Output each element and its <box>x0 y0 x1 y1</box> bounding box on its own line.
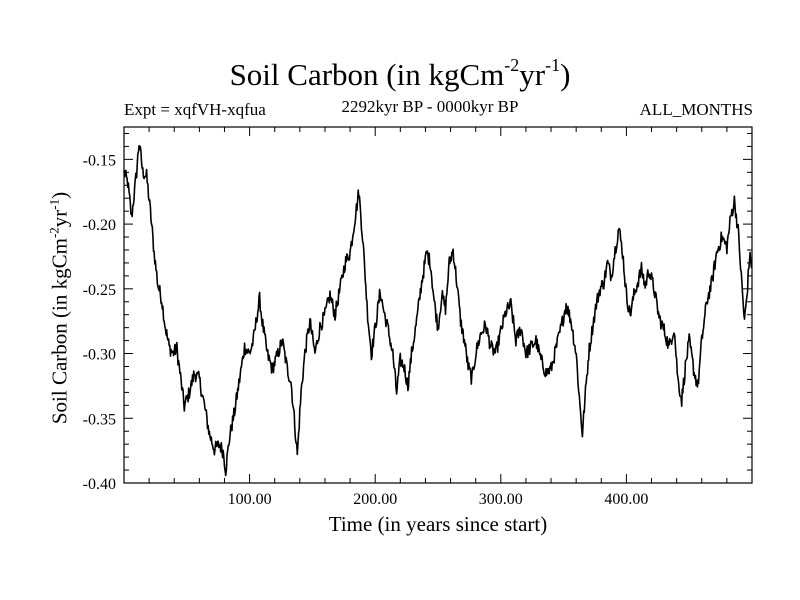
x-tick-label: 300.00 <box>479 491 523 508</box>
axis-tick-labels: 100.00 200.00 300.00 400.00 -0.40 -0.35 -0.30 -… <box>83 152 649 508</box>
x-tick-label: 100.00 <box>228 491 272 508</box>
y-tick-label: -0.15 <box>83 152 116 169</box>
series-line-soil-carbon <box>123 144 753 477</box>
x-tick-label: 200.00 <box>353 491 397 508</box>
y-tick-label: -0.20 <box>83 217 116 234</box>
x-tick-label: 400.00 <box>604 491 648 508</box>
chart-title: Soil Carbon (in kgCm-2yr-1) <box>229 55 571 92</box>
x-axis-label: Time (in years since start) <box>328 512 548 536</box>
axis-ticks <box>124 127 752 484</box>
period-label: 2292kyr BP - 0000kyr BP <box>341 97 519 116</box>
y-tick-label: -0.25 <box>83 282 116 299</box>
experiment-label: Expt = xqfVH-xqfua <box>124 100 266 119</box>
plot-area-frame <box>123 126 753 484</box>
y-axis-label: Soil Carbon (in kgCm-2yr-1) <box>46 191 72 425</box>
y-tick-label: -0.30 <box>83 347 116 364</box>
months-label: ALL_MONTHS <box>639 100 753 119</box>
y-tick-label: -0.35 <box>83 411 116 428</box>
y-tick-label: -0.40 <box>83 476 116 493</box>
